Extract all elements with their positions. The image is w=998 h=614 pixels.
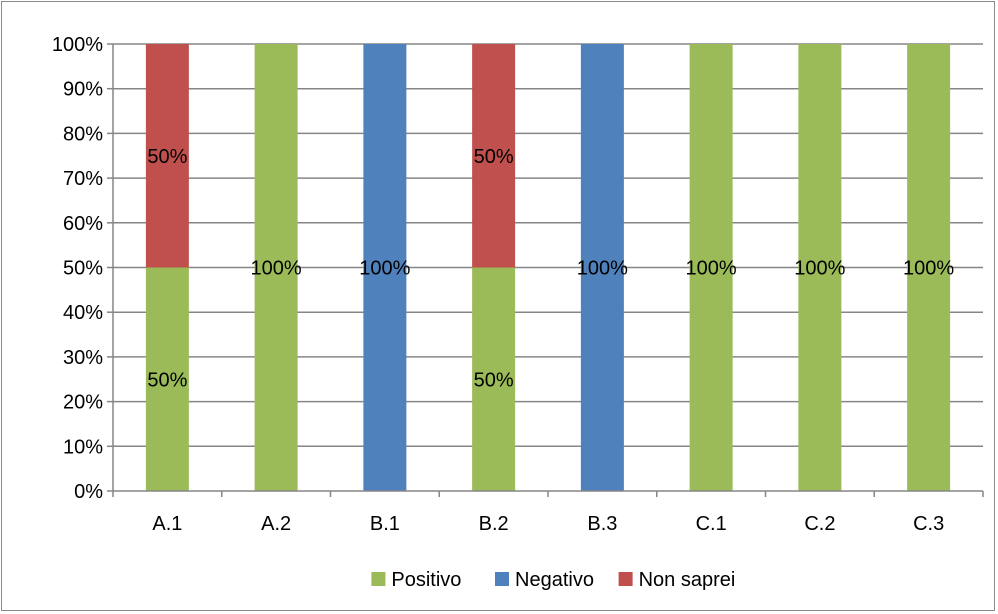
x-tick-label: B.3 — [587, 513, 617, 535]
gridlines — [113, 43, 983, 448]
y-tick-label: 100% — [52, 34, 103, 56]
data-label: 50% — [147, 146, 187, 168]
y-tick-label: 0% — [74, 481, 103, 503]
data-label: 100% — [794, 258, 845, 280]
y-tick-label: 80% — [63, 123, 103, 145]
data-label: 100% — [577, 258, 628, 280]
data-label: 100% — [903, 258, 954, 280]
y-tick-label: 30% — [63, 347, 103, 369]
y-tick-label: 60% — [63, 213, 103, 235]
x-tick-label: A.2 — [261, 513, 291, 535]
data-label: 100% — [686, 258, 737, 280]
y-tick-label: 90% — [63, 79, 103, 101]
bar-C.2-positivo — [798, 44, 842, 491]
legend-swatch — [495, 572, 509, 586]
bar-B.3-negativo — [580, 44, 624, 491]
y-tick-label: 70% — [63, 168, 103, 190]
bar-B.2-positivo — [472, 267, 516, 491]
bar-C.1-positivo — [689, 44, 733, 491]
legend-item-negativo: Negativo — [495, 569, 594, 591]
bar-A.2-positivo — [254, 44, 298, 491]
y-tick-label: 10% — [63, 436, 103, 458]
legend-swatch — [618, 572, 633, 586]
y-tick-label: 40% — [63, 302, 103, 324]
y-tick-label: 20% — [63, 392, 103, 414]
data-label: 100% — [359, 258, 410, 280]
x-tick-label: C.3 — [913, 513, 944, 535]
legend-label: Negativo — [515, 569, 594, 591]
bar-B.1-negativo — [363, 44, 407, 491]
data-labels: 50% 50% 100% 100% 50% 50% 100% 100% 100% 100% — [147, 146, 954, 392]
legend: Positivo Negativo Non saprei — [371, 569, 735, 591]
data-label: 50% — [474, 369, 514, 391]
bar-A.1-non-saprei — [145, 44, 189, 268]
data-label: 50% — [147, 369, 187, 391]
bars — [145, 44, 951, 491]
data-label: 50% — [474, 146, 514, 168]
x-tick-label: C.1 — [696, 513, 727, 535]
legend-item-non-saprei: Non saprei — [618, 569, 736, 591]
x-tick-label: A.1 — [152, 513, 182, 535]
legend-label: Positivo — [391, 569, 461, 591]
legend-label: Non saprei — [639, 569, 736, 591]
bar-A.1-positivo — [145, 267, 189, 491]
legend-swatch — [371, 572, 386, 586]
bar-B.2-non-saprei — [472, 44, 516, 268]
legend-item-positivo: Positivo — [371, 569, 461, 591]
y-tick-label: 50% — [63, 258, 103, 280]
x-tick-label: B.1 — [370, 513, 400, 535]
axes: 0% 10% 20% 30% 40% 50% 60% 70% 80% 90% 100% A.1 A.2 B… — [52, 34, 984, 535]
bar-C.3-positivo — [907, 44, 951, 491]
x-tick-label: B.2 — [479, 513, 509, 535]
data-label: 100% — [251, 258, 302, 280]
x-tick-label: C.2 — [804, 513, 835, 535]
